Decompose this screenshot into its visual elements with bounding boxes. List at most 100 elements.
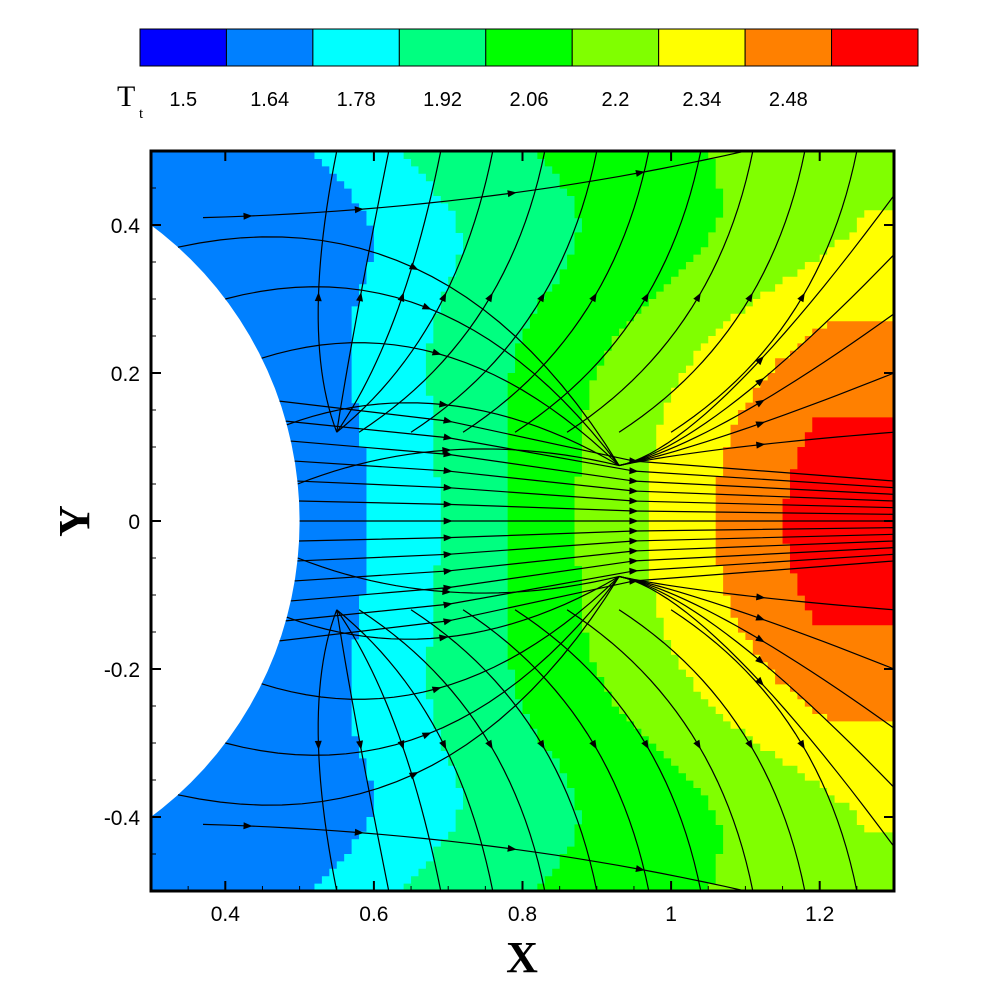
streamline-arrow: [356, 740, 363, 750]
streamline: [618, 254, 894, 467]
streamline-arrow: [443, 483, 453, 491]
y-tick-label: 0: [128, 511, 140, 534]
streamline: [336, 609, 390, 891]
streamline: [297, 557, 620, 594]
streamline: [618, 575, 894, 729]
streamline: [514, 609, 702, 891]
streamline-arrow: [431, 686, 442, 694]
streamline: [261, 576, 620, 700]
streamline: [618, 575, 894, 788]
streamline: [336, 151, 390, 433]
streamline: [177, 576, 620, 806]
legend-title: T: [117, 80, 135, 113]
axes: 0.4 0.6 0.8 1 1.2 -0.4 -0.2 0 0.2 0.4: [104, 150, 895, 926]
streamline-arrow: [693, 739, 701, 750]
streamline-arrow: [439, 739, 447, 750]
colorbar-tick-label: 1.92: [423, 89, 462, 111]
streamline-arrow: [443, 416, 453, 424]
streamline-arrow: [421, 732, 432, 740]
streamline: [279, 560, 894, 642]
plot-area: [151, 151, 894, 891]
contour-band: [715, 321, 894, 722]
streamline-arrow: [443, 618, 453, 626]
streamline-arrow: [485, 292, 493, 303]
streamline-arrow: [314, 740, 322, 750]
streamline: [462, 609, 650, 891]
x-tick-label: 1.2: [805, 903, 834, 926]
streamline-arrow: [629, 487, 639, 495]
streamline-arrow: [354, 206, 364, 214]
streamline-arrow: [629, 527, 639, 535]
streamline: [336, 609, 442, 891]
streamline: [297, 448, 620, 485]
streamline: [670, 151, 858, 433]
streamline-arrow: [745, 292, 753, 303]
colorbar-bin: [658, 28, 746, 67]
colorbar-tick-label: 2.34: [682, 89, 721, 111]
streamline: [618, 195, 894, 467]
colorbar-bin: [398, 28, 487, 67]
streamline: [299, 527, 894, 542]
streamline: [177, 236, 620, 466]
streamline-arrow: [755, 356, 764, 366]
colorbar-bin: [571, 28, 660, 67]
streamline-arrow: [755, 421, 766, 429]
streamline: [317, 609, 338, 891]
streamline: [285, 420, 894, 489]
streamline-arrow: [439, 292, 447, 303]
streamline-arrow: [629, 547, 639, 555]
streamline: [566, 151, 754, 433]
streamline: [317, 151, 338, 433]
streamline: [358, 151, 546, 433]
streamline: [290, 547, 894, 602]
streamline-arrow: [537, 739, 545, 750]
streamline-arrow: [797, 292, 805, 303]
streamline: [618, 575, 894, 670]
streamline-arrow: [443, 433, 453, 441]
x-tick-label: 1: [665, 903, 677, 926]
streamline-arrow: [755, 377, 765, 387]
streamline-arrow: [243, 212, 253, 220]
streamline: [336, 151, 494, 433]
streamline-arrow: [507, 844, 517, 852]
y-axis-title: Y: [50, 505, 99, 537]
streamline: [618, 575, 894, 847]
streamline-arrow: [397, 740, 405, 750]
y-tick-label: -0.2: [104, 659, 140, 682]
colorbar-bin: [485, 28, 573, 67]
streamline-arrow: [507, 190, 517, 198]
streamline: [566, 609, 754, 891]
streamline-arrow: [443, 601, 453, 609]
x-tick-label: 0.6: [359, 903, 388, 926]
streamline-arrow: [397, 292, 405, 302]
x-tick-label: 0.8: [508, 903, 537, 926]
streamline-arrow: [629, 497, 639, 505]
streamline-arrow: [629, 477, 639, 485]
streamline-arrow: [439, 400, 449, 408]
streamline-arrow: [756, 593, 766, 601]
streamline: [297, 480, 894, 509]
streamline: [618, 151, 806, 433]
streamline-arrow: [693, 292, 701, 303]
colorbar-bin: [744, 28, 833, 67]
streamline: [358, 609, 546, 891]
streamline-arrow: [629, 567, 639, 575]
streamline-arrow: [314, 292, 322, 302]
streamline: [297, 533, 894, 562]
streamline: [336, 151, 442, 433]
streamline: [261, 342, 620, 466]
streamline: [285, 553, 894, 622]
contour-band: [507, 151, 724, 891]
colorbar-tick-label: 2.2: [602, 89, 630, 111]
streamline-arrow: [629, 507, 639, 515]
streamline-arrow: [243, 822, 253, 830]
x-axis-title: X: [506, 933, 538, 982]
streamline-arrow: [443, 534, 453, 542]
streamline-arrow: [356, 292, 363, 302]
streamline: [618, 313, 894, 467]
colorbar-tick-label: 1.5: [169, 89, 197, 111]
streamline-arrow: [629, 467, 639, 475]
streamline: [670, 609, 858, 891]
colorbar-labels: 1.5 1.64 1.78 1.92 2.06 2.2 2.34 2.48: [169, 89, 807, 111]
